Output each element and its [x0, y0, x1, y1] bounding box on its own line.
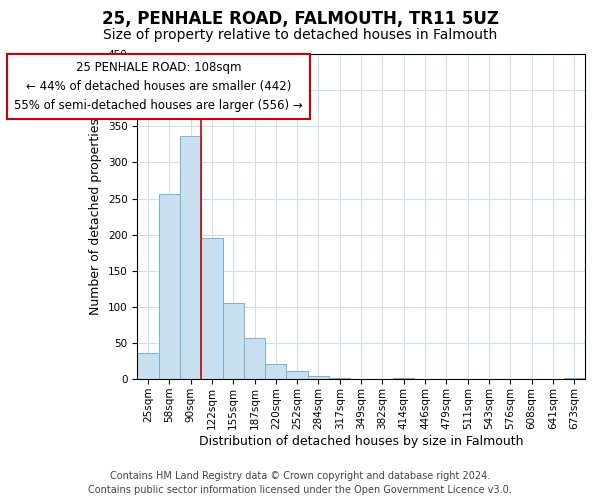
Bar: [137, 353, 158, 379]
Bar: [223, 304, 244, 379]
Bar: [308, 376, 329, 379]
X-axis label: Distribution of detached houses by size in Falmouth: Distribution of detached houses by size …: [199, 434, 523, 448]
Bar: [265, 364, 286, 379]
Bar: [158, 194, 180, 379]
Text: 25, PENHALE ROAD, FALMOUTH, TR11 5UZ: 25, PENHALE ROAD, FALMOUTH, TR11 5UZ: [101, 10, 499, 28]
Bar: [201, 238, 223, 379]
Bar: [286, 371, 308, 379]
Y-axis label: Number of detached properties: Number of detached properties: [89, 118, 102, 315]
Bar: [393, 378, 415, 379]
Bar: [329, 378, 350, 379]
Text: 25 PENHALE ROAD: 108sqm
← 44% of detached houses are smaller (442)
55% of semi-d: 25 PENHALE ROAD: 108sqm ← 44% of detache…: [14, 61, 303, 112]
Bar: [244, 338, 265, 379]
Text: Size of property relative to detached houses in Falmouth: Size of property relative to detached ho…: [103, 28, 497, 42]
Text: Contains HM Land Registry data © Crown copyright and database right 2024.
Contai: Contains HM Land Registry data © Crown c…: [88, 471, 512, 495]
Bar: [180, 136, 201, 379]
Bar: [563, 378, 585, 379]
